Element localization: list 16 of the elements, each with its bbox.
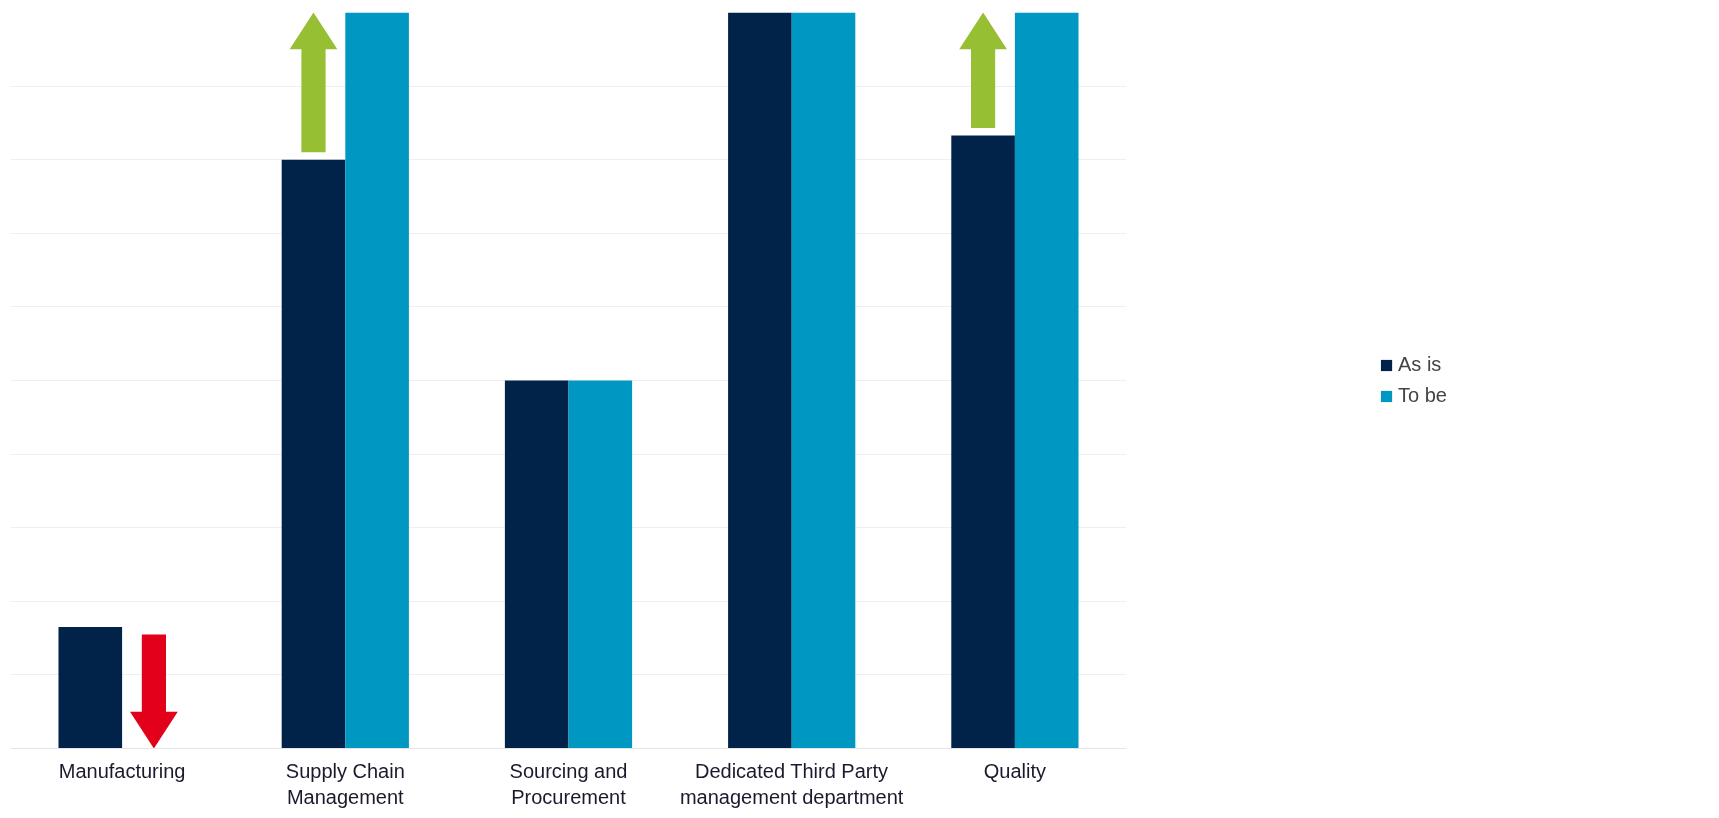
x-tick-label: Manufacturing bbox=[58, 759, 186, 782]
bar bbox=[951, 135, 1015, 749]
legend-label: As is bbox=[1398, 353, 1442, 376]
bar bbox=[345, 12, 409, 749]
bar bbox=[504, 380, 569, 749]
x-tick-label: Sourcing and Procurement bbox=[509, 759, 628, 808]
bar bbox=[58, 627, 123, 749]
bar bbox=[791, 12, 856, 749]
x-tick-label: Supply Chain Management bbox=[285, 759, 405, 808]
bar bbox=[728, 12, 792, 749]
bar bbox=[568, 380, 633, 749]
bar bbox=[281, 159, 346, 749]
bar bbox=[1014, 12, 1079, 749]
x-tick-label: Dedicated Third Party management department bbox=[679, 759, 904, 808]
legend-label: To be bbox=[1398, 384, 1447, 407]
x-tick-label: Quality bbox=[983, 759, 1047, 782]
